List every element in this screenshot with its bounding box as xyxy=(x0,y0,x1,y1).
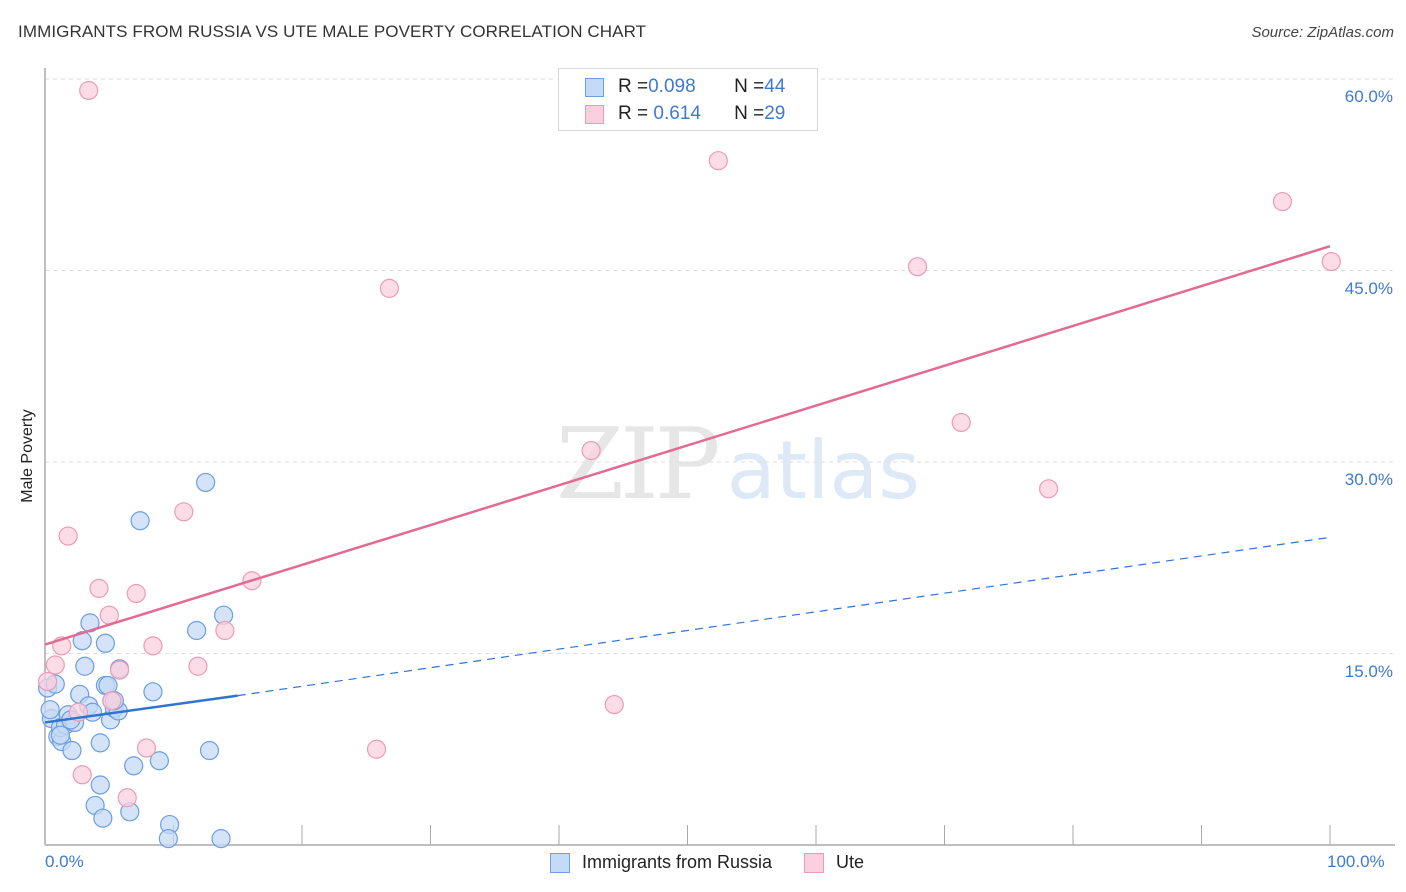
r-label: R = xyxy=(618,103,649,124)
russia-data-point xyxy=(75,656,95,676)
russia-trend-line xyxy=(44,694,238,724)
ute-data-point xyxy=(1321,251,1341,272)
russia-data-point xyxy=(90,733,110,753)
ute-data-point xyxy=(366,739,387,759)
legend-item-russia[interactable]: Immigrants from Russia xyxy=(550,852,772,873)
source-label: Source: ZipAtlas.com xyxy=(1251,24,1394,41)
legend-item-ute[interactable]: Ute xyxy=(804,852,864,873)
r-value: 0.614 xyxy=(648,103,701,124)
x-tick-min: 0.0% xyxy=(45,852,84,871)
ute-data-point xyxy=(102,691,122,711)
ute-data-point xyxy=(708,151,728,171)
ute-data-point xyxy=(174,502,194,522)
ute-data-point xyxy=(126,583,146,604)
russia-data-point xyxy=(62,740,82,761)
watermark-zip: ZIP xyxy=(556,408,721,522)
legend-row-ute: R = 0.614 N = 29 xyxy=(585,102,785,126)
ute-data-point xyxy=(951,412,971,433)
ute-data-point xyxy=(136,738,157,758)
russia-data-point xyxy=(187,620,207,641)
ute-data-point xyxy=(1272,191,1293,212)
y-tick-label: 30.0% xyxy=(1344,470,1393,489)
blue-swatch-icon xyxy=(585,77,604,97)
russia-data-point xyxy=(93,808,113,828)
ute-data-point xyxy=(109,660,130,680)
russia-data-point xyxy=(149,751,169,771)
blue-swatch-icon xyxy=(550,852,570,873)
russia-data-point xyxy=(90,775,110,795)
russia-data-point xyxy=(143,682,163,702)
ute-data-point xyxy=(58,526,78,546)
ute-data-point xyxy=(143,636,163,656)
r-value: 0.098 xyxy=(648,76,696,97)
n-value: 44 xyxy=(764,76,786,97)
watermark-atlas: atlas xyxy=(726,424,921,517)
ute-data-point xyxy=(117,788,137,808)
russia-data-point xyxy=(211,829,231,849)
russia-data-point xyxy=(130,511,150,531)
ute-data-point xyxy=(215,620,235,641)
series-legend: Immigrants from Russia Ute xyxy=(550,852,896,873)
legend-label: Ute xyxy=(836,852,865,872)
ute-data-point xyxy=(45,655,65,675)
ute-data-point xyxy=(581,440,601,461)
ute-data-point xyxy=(37,671,58,692)
legend-row-russia: R = 0.098 N = 44 xyxy=(585,75,785,99)
ute-data-point xyxy=(1038,479,1059,499)
ute-data-point xyxy=(604,694,624,715)
russia-data-point xyxy=(95,633,115,653)
russia-data-point xyxy=(196,472,216,493)
russia-data-point xyxy=(50,725,71,745)
russia-data-point xyxy=(124,756,144,776)
ute-data-point xyxy=(72,765,92,785)
n-value: 29 xyxy=(764,103,786,124)
ute-trend-line xyxy=(44,245,1331,646)
y-tick-label: 45.0% xyxy=(1344,278,1393,298)
ute-data-point xyxy=(907,257,928,277)
n-label: N = xyxy=(734,76,765,97)
zipatlas-watermark: ZIP atlas xyxy=(556,408,920,522)
russia-data-point xyxy=(158,829,178,849)
n-label: N = xyxy=(734,103,765,124)
ute-data-point xyxy=(89,578,109,598)
chart-title: IMMIGRANTS FROM RUSSIA VS UTE MALE POVER… xyxy=(18,22,647,41)
pink-swatch-icon xyxy=(804,852,825,873)
x-tick-max: 100.0% xyxy=(1327,852,1385,871)
r-label: R = xyxy=(618,76,649,97)
russia-trend-extension xyxy=(237,536,1331,697)
y-axis-label: Male Poverty xyxy=(19,409,36,503)
russia-data-point xyxy=(199,740,220,761)
pink-swatch-icon xyxy=(585,104,604,124)
y-tick-label: 15.0% xyxy=(1344,661,1393,681)
legend-label: Immigrants from Russia xyxy=(582,852,773,872)
ute-data-point xyxy=(79,80,99,101)
correlation-legend: R = 0.098 N = 44 R = 0.614 N = 29 xyxy=(558,68,818,131)
y-tick-label: 60.0% xyxy=(1344,87,1393,106)
ute-data-point xyxy=(188,656,208,676)
ute-data-point xyxy=(379,278,399,298)
russia-data-point xyxy=(40,700,60,720)
